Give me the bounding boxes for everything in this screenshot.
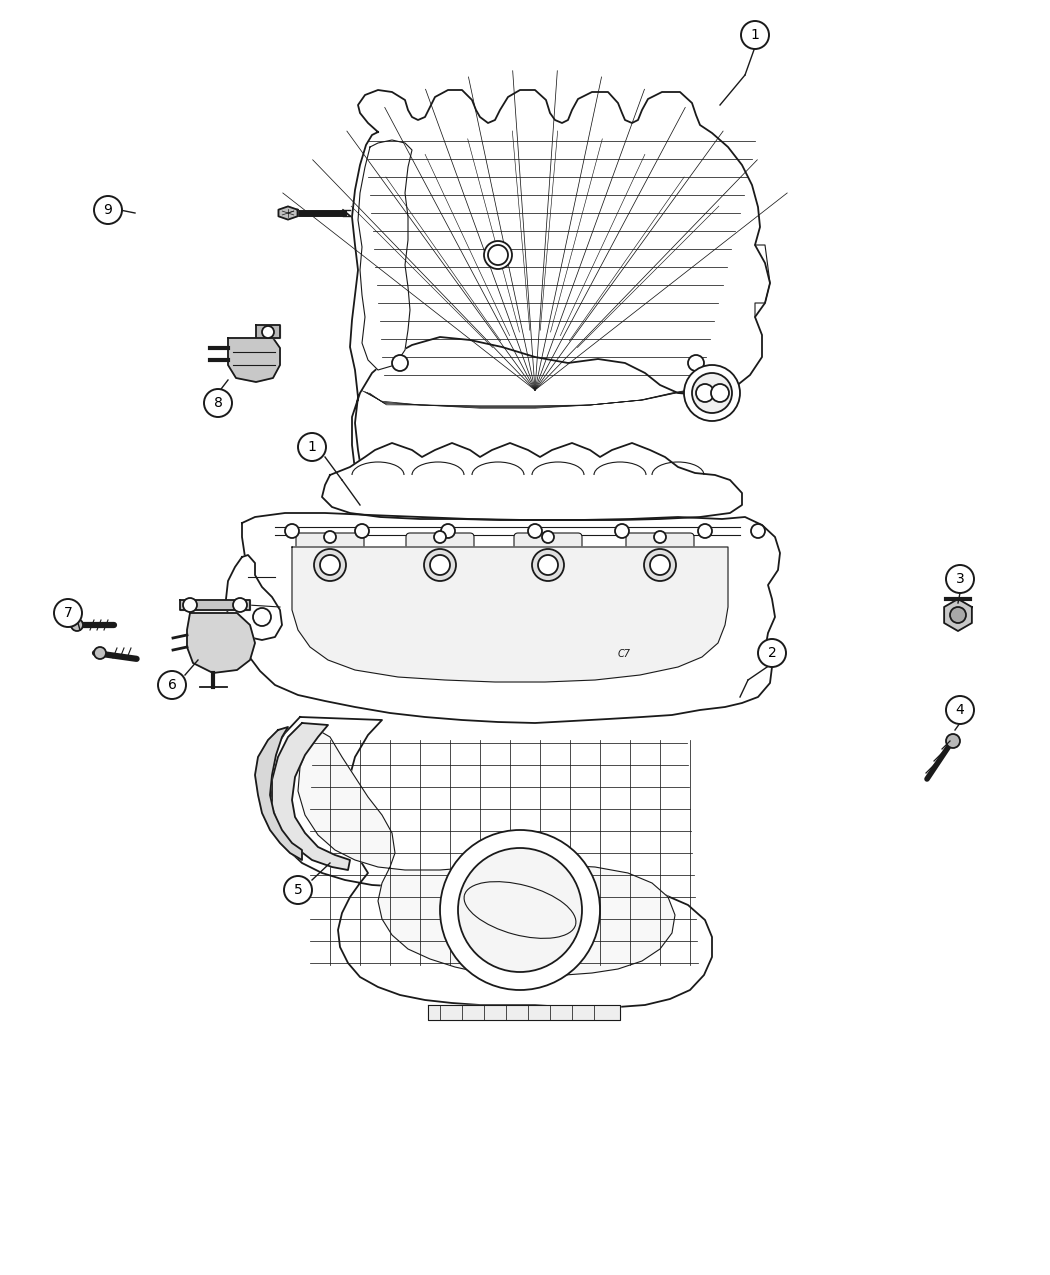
Circle shape: [946, 565, 974, 593]
Circle shape: [94, 196, 122, 224]
Polygon shape: [944, 599, 972, 631]
Circle shape: [54, 599, 82, 627]
Polygon shape: [298, 731, 675, 977]
Polygon shape: [358, 140, 412, 370]
Circle shape: [751, 524, 765, 538]
Circle shape: [262, 326, 274, 338]
Circle shape: [183, 598, 197, 612]
Text: 2: 2: [768, 646, 776, 660]
Circle shape: [654, 530, 666, 543]
Circle shape: [542, 530, 554, 543]
Text: 5: 5: [294, 884, 302, 898]
Circle shape: [158, 671, 186, 699]
Circle shape: [696, 384, 714, 402]
Polygon shape: [265, 717, 712, 1007]
Circle shape: [253, 608, 271, 626]
Polygon shape: [292, 547, 728, 682]
Circle shape: [946, 734, 960, 748]
Text: 3: 3: [956, 572, 964, 586]
Polygon shape: [322, 442, 742, 520]
Circle shape: [458, 848, 582, 972]
Polygon shape: [350, 91, 770, 495]
Circle shape: [324, 530, 336, 543]
Circle shape: [392, 354, 408, 371]
Circle shape: [488, 245, 508, 265]
Polygon shape: [228, 338, 280, 382]
Circle shape: [532, 550, 564, 581]
Circle shape: [320, 555, 340, 575]
Text: 4: 4: [956, 703, 964, 717]
Circle shape: [692, 374, 732, 413]
Circle shape: [204, 389, 232, 417]
Circle shape: [233, 598, 247, 612]
Polygon shape: [240, 513, 780, 723]
FancyBboxPatch shape: [514, 533, 582, 599]
Polygon shape: [255, 727, 302, 861]
Circle shape: [314, 550, 346, 581]
Polygon shape: [187, 613, 255, 673]
Circle shape: [440, 830, 600, 989]
Circle shape: [644, 550, 676, 581]
Circle shape: [285, 524, 299, 538]
Polygon shape: [278, 207, 297, 219]
Circle shape: [424, 550, 456, 581]
Text: 8: 8: [213, 397, 223, 411]
Circle shape: [684, 365, 740, 421]
Circle shape: [741, 20, 769, 48]
Circle shape: [650, 555, 670, 575]
Circle shape: [711, 384, 729, 402]
Circle shape: [434, 530, 446, 543]
Text: C7: C7: [618, 649, 631, 659]
Circle shape: [688, 354, 704, 371]
Circle shape: [484, 241, 512, 269]
Circle shape: [284, 876, 312, 904]
Circle shape: [950, 607, 966, 623]
Circle shape: [538, 555, 558, 575]
Circle shape: [355, 524, 369, 538]
Polygon shape: [226, 555, 282, 640]
Polygon shape: [428, 1005, 620, 1020]
Circle shape: [528, 524, 542, 538]
Text: 6: 6: [168, 678, 176, 692]
FancyBboxPatch shape: [406, 533, 474, 599]
Circle shape: [71, 618, 83, 631]
Circle shape: [698, 524, 712, 538]
Circle shape: [946, 696, 974, 724]
Circle shape: [430, 555, 450, 575]
Circle shape: [94, 646, 106, 659]
Text: 1: 1: [308, 440, 316, 454]
FancyBboxPatch shape: [296, 533, 364, 599]
Polygon shape: [180, 601, 250, 609]
Text: 1: 1: [751, 28, 759, 42]
FancyBboxPatch shape: [626, 533, 694, 599]
Polygon shape: [256, 325, 280, 338]
Polygon shape: [272, 723, 350, 870]
Circle shape: [615, 524, 629, 538]
Circle shape: [758, 639, 786, 667]
Text: 7: 7: [64, 606, 72, 620]
Circle shape: [441, 524, 455, 538]
Circle shape: [298, 434, 326, 462]
Text: 9: 9: [104, 203, 112, 217]
